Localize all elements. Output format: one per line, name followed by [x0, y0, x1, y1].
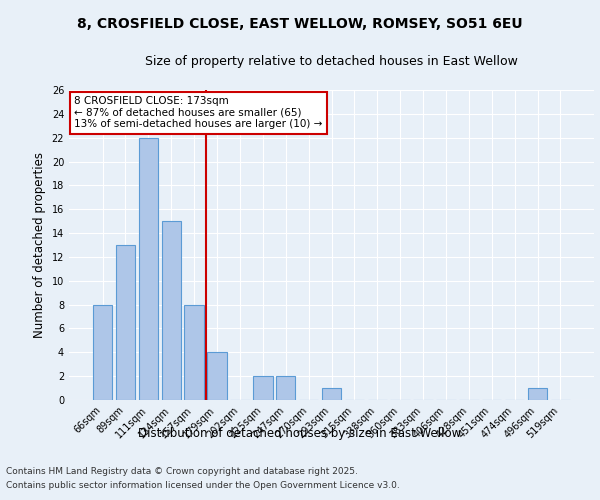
Text: Distribution of detached houses by size in East Wellow: Distribution of detached houses by size … — [139, 428, 461, 440]
Bar — [93, 304, 112, 400]
Y-axis label: Number of detached properties: Number of detached properties — [33, 152, 46, 338]
Bar — [116, 245, 135, 400]
Bar — [276, 376, 295, 400]
Bar — [139, 138, 158, 400]
Text: Contains HM Land Registry data © Crown copyright and database right 2025.: Contains HM Land Registry data © Crown c… — [6, 468, 358, 476]
Bar — [253, 376, 272, 400]
Bar — [528, 388, 547, 400]
Bar — [208, 352, 227, 400]
Bar — [184, 304, 204, 400]
Bar — [322, 388, 341, 400]
Bar — [161, 221, 181, 400]
Text: 8, CROSFIELD CLOSE, EAST WELLOW, ROMSEY, SO51 6EU: 8, CROSFIELD CLOSE, EAST WELLOW, ROMSEY,… — [77, 18, 523, 32]
Title: Size of property relative to detached houses in East Wellow: Size of property relative to detached ho… — [145, 55, 518, 68]
Text: 8 CROSFIELD CLOSE: 173sqm
← 87% of detached houses are smaller (65)
13% of semi-: 8 CROSFIELD CLOSE: 173sqm ← 87% of detac… — [74, 96, 323, 130]
Text: Contains public sector information licensed under the Open Government Licence v3: Contains public sector information licen… — [6, 481, 400, 490]
